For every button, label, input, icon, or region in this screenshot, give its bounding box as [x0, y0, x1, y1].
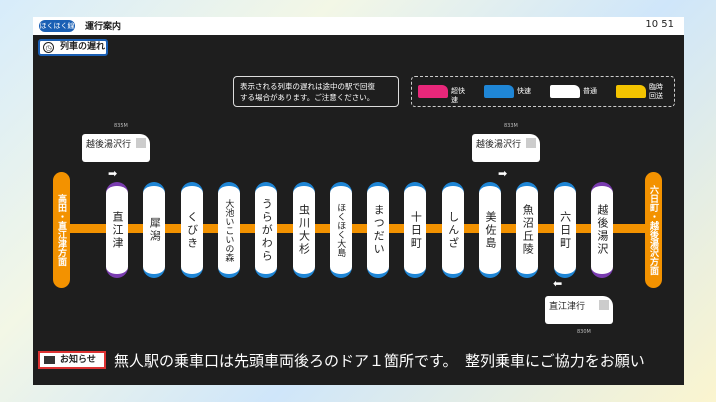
- station: 六日町: [553, 182, 576, 278]
- station-name: 犀潟: [148, 217, 162, 243]
- station: 越後湯沢: [590, 182, 613, 278]
- station: しんざ: [441, 182, 464, 278]
- notice-line: する場合があります。ご注意ください。: [240, 93, 375, 102]
- station: 虫川大杉: [292, 182, 315, 278]
- clock-icon: ◷: [43, 42, 54, 53]
- legend-swatch: [550, 85, 580, 98]
- notice-line: 表示される列車の遅れは途中の駅で回復: [240, 82, 375, 91]
- train-window: [136, 138, 146, 148]
- clock: 10 51: [645, 19, 674, 30]
- ticker-icon: [44, 356, 55, 364]
- station-name: まつだい: [372, 204, 386, 256]
- legend-swatch: [484, 85, 514, 98]
- logo: ほくほく線: [39, 20, 75, 32]
- station-name: 十日町: [409, 210, 423, 250]
- station-name: ほくほく大島: [335, 203, 346, 257]
- station-name: 直江津: [111, 210, 124, 250]
- section-label-text: 列車の遅れ: [60, 42, 106, 52]
- direction-arrow: ➡: [108, 167, 118, 180]
- train-destination: 直江津行: [549, 302, 586, 312]
- section-label: ◷ 列車の遅れ: [38, 39, 108, 56]
- terminal: 高田・直江津方面: [53, 172, 70, 288]
- station-name: 美佐島: [484, 210, 497, 250]
- legend: 超快速 快速 普通 臨時回送: [411, 76, 675, 107]
- station: ほくほく大島: [329, 182, 352, 278]
- station-name: 虫川大杉: [297, 204, 311, 256]
- station: 犀潟: [143, 182, 166, 278]
- ticker-label-text: お知らせ: [60, 355, 96, 365]
- station-name: 大池いこいの森: [223, 198, 234, 262]
- ticker-label: お知らせ: [38, 351, 106, 369]
- header-bar: ほくほく線 運行案内 10 51: [33, 17, 684, 35]
- station-name: しんざ: [446, 210, 460, 250]
- train: 直江津行: [545, 296, 613, 324]
- train-window: [599, 300, 609, 310]
- train-destination: 越後湯沢行: [86, 140, 132, 150]
- station-name: 六日町: [558, 210, 572, 250]
- station: 十日町: [404, 182, 427, 278]
- direction-arrow: ⬅: [553, 277, 563, 290]
- station: 美佐島: [479, 182, 501, 278]
- train: 越後湯沢行: [472, 134, 540, 162]
- notice-box: 表示される列車の遅れは途中の駅で回復 する場合があります。ご注意ください。: [233, 76, 399, 107]
- train-destination: 越後湯沢行: [476, 140, 522, 150]
- legend-label: 臨時回送: [649, 83, 663, 100]
- train-number: 835M: [114, 123, 128, 129]
- train-number: 830M: [577, 329, 591, 335]
- station: まつだい: [367, 182, 390, 278]
- train-number: 833M: [504, 123, 518, 129]
- station: 直江津: [106, 182, 128, 278]
- legend-label: 普通: [583, 87, 597, 95]
- track-line: [60, 224, 656, 233]
- station: 魚沼丘陵: [516, 182, 539, 278]
- legend-label: 超快速: [451, 87, 465, 104]
- train: 越後湯沢行: [82, 134, 150, 162]
- station-name: 越後湯沢: [595, 204, 609, 256]
- station: うらがわら: [255, 182, 278, 278]
- station-name: くびき: [185, 210, 199, 250]
- terminal: 六日町・越後湯沢方面: [645, 172, 662, 288]
- legend-swatch: [616, 85, 646, 98]
- train-window: [526, 138, 536, 148]
- header-title: 運行案内: [85, 22, 122, 32]
- station: 大池いこいの森: [217, 182, 240, 278]
- legend-swatch: [418, 85, 448, 98]
- legend-label: 快速: [517, 87, 531, 95]
- station-name: 魚沼丘陵: [521, 204, 535, 256]
- ticker-text: 無人駅の乗車口は先頭車両後ろのドア１箇所です。 整列乗車にご協力をお願い: [114, 352, 645, 370]
- direction-arrow: ➡: [498, 167, 508, 180]
- station-name: うらがわら: [260, 197, 274, 263]
- station: くびき: [180, 182, 203, 278]
